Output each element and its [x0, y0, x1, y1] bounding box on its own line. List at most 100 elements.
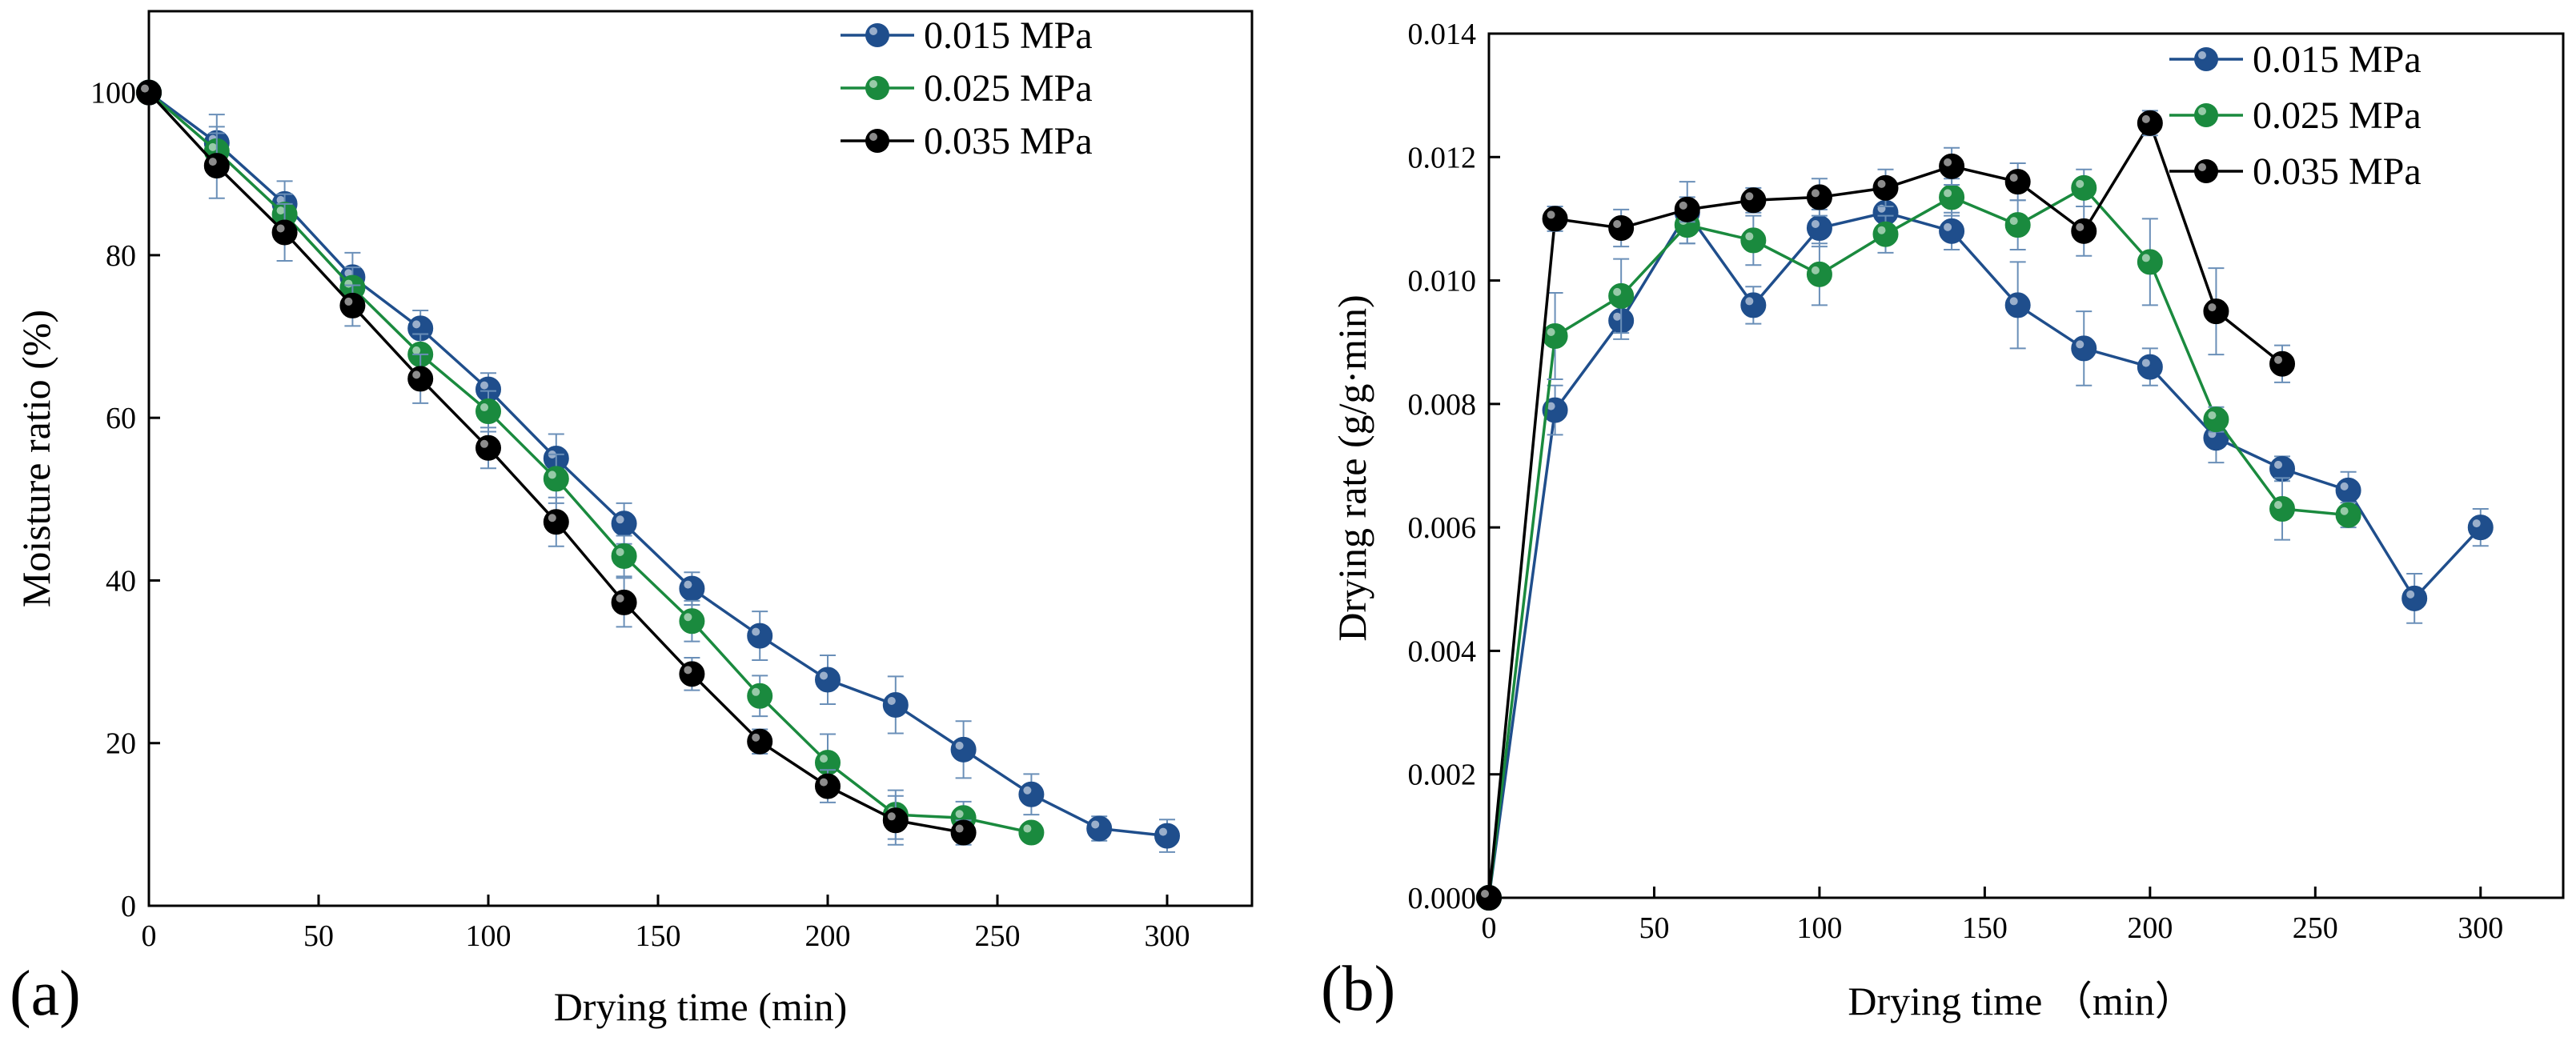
panel-b-series-2 [1476, 110, 2296, 911]
data-point [1806, 261, 1832, 287]
data-point [950, 819, 977, 846]
panel-b-x-tick-label: 50 [1639, 911, 1669, 945]
data-point-highlight [2076, 179, 2084, 188]
data-point-highlight [344, 279, 353, 288]
data-point-highlight [2009, 174, 2018, 182]
data-point [1740, 292, 1767, 318]
panel-a-chart: 0 50 100 150 200 250 300 0 20 40 60 80 100 0.015 MPa… [10, 10, 1254, 1029]
data-point-highlight [820, 778, 828, 787]
panel-b-series-1 [1476, 168, 2361, 911]
data-point [679, 608, 705, 635]
data-point-highlight [2141, 254, 2150, 262]
data-point [1740, 187, 1767, 214]
data-point-highlight [344, 297, 353, 306]
panel-b-y-tick-label: 0.006 [1408, 511, 1477, 545]
data-point-highlight [276, 224, 285, 233]
panel-a-y-tick-label: 60 [106, 402, 136, 435]
data-point [1018, 819, 1045, 846]
panel-a-y-tick-label: 100 [90, 77, 136, 110]
data-point-highlight [480, 381, 488, 390]
legend-label: 0.025 MPa [2253, 94, 2422, 137]
data-point-highlight [412, 346, 421, 354]
data-point-highlight [1944, 222, 1952, 231]
data-point-highlight [1811, 220, 1820, 228]
panel-a-x-tick-label: 50 [303, 919, 334, 953]
data-point-highlight [1547, 328, 1555, 336]
panel-b-x-tick-label: 250 [2293, 911, 2338, 945]
data-point [611, 543, 637, 569]
data-point-highlight [616, 594, 624, 603]
data-point [475, 434, 501, 461]
data-point [2269, 496, 2296, 522]
data-point-highlight [276, 206, 285, 215]
panel-b-x-tick-label: 300 [2458, 911, 2503, 945]
data-point-highlight [1023, 824, 1032, 833]
panel-a-y-tick-label: 0 [121, 890, 136, 923]
data-point-highlight [1547, 402, 1555, 410]
data-point-highlight [208, 142, 217, 151]
data-point [1542, 206, 1568, 232]
panel-a-x-tick-label: 250 [975, 919, 1021, 953]
data-point-highlight [820, 671, 828, 680]
data-point [747, 683, 773, 709]
data-point-highlight [2208, 411, 2217, 420]
panel-a-y-tick-label: 80 [106, 239, 136, 273]
data-point [815, 667, 841, 693]
legend-entry: 0.035 MPa [841, 120, 1093, 162]
data-point [475, 398, 501, 425]
legend-label: 0.035 MPa [2253, 150, 2422, 193]
panel-b-y-tick-label: 0.014 [1408, 18, 1477, 51]
data-point-highlight [684, 613, 692, 622]
panel-b-x-tick-label: 100 [1796, 911, 1842, 945]
data-point [2335, 477, 2361, 503]
data-point-highlight [1091, 820, 1100, 829]
data-point [611, 510, 637, 537]
data-point [2071, 174, 2097, 201]
data-point [611, 589, 637, 615]
data-point [679, 575, 705, 602]
panel-a-series [136, 79, 1180, 853]
data-point-highlight [412, 320, 421, 329]
panel-b-ticks: 0 50 100 150 200 250 300 0.000 0.002 0.004 0.006 0.… [1408, 18, 2504, 945]
panel-b-x-tick-label: 0 [1482, 911, 1497, 945]
data-point [2335, 502, 2361, 528]
data-point-highlight [2274, 460, 2283, 469]
data-point-highlight [2141, 114, 2150, 123]
data-point [543, 509, 569, 535]
data-point [2004, 292, 2031, 318]
data-point-highlight [887, 812, 896, 821]
data-point-highlight [955, 741, 964, 750]
data-point [136, 79, 162, 106]
panel-a-x-tick-label: 200 [805, 919, 851, 953]
data-point [679, 661, 705, 687]
panel-a-y-tick-label: 40 [106, 564, 136, 598]
data-point-highlight [1679, 201, 1687, 210]
data-point-highlight [2406, 590, 2415, 599]
legend-entry: 0.015 MPa [841, 14, 1093, 57]
data-point-highlight [752, 627, 760, 636]
data-point-highlight [1547, 210, 1555, 219]
panel-a-ticks: 0 50 100 150 200 250 300 0 20 40 60 80 100 [90, 77, 1190, 953]
panel-b-y-tick-label: 0.002 [1408, 759, 1477, 792]
data-point [1939, 184, 1965, 210]
legend-entry: 0.035 MPa [2169, 150, 2422, 193]
data-point-highlight [2076, 340, 2084, 349]
data-point [2004, 212, 2031, 238]
legend-label: 0.035 MPa [924, 120, 1093, 162]
data-point [1872, 174, 1899, 201]
data-point [1542, 323, 1568, 349]
data-point [2401, 585, 2428, 611]
panel-b-legend: 0.015 MPa 0.025 MPa 0.035 MPa [2169, 38, 2422, 193]
data-point-highlight [208, 158, 217, 166]
data-point-highlight [1159, 827, 1167, 836]
data-point [2269, 350, 2296, 377]
panel-b-x-tick-label: 150 [1962, 911, 2008, 945]
data-point [1939, 218, 1965, 244]
panel-a-frame [147, 10, 1254, 907]
data-point-highlight [752, 733, 760, 742]
panel-b-y-tick-label: 0.004 [1408, 635, 1477, 668]
data-point [271, 219, 298, 246]
data-point-highlight [2274, 501, 2283, 509]
panel-a-series-2 [136, 79, 977, 846]
data-point [1740, 227, 1767, 254]
